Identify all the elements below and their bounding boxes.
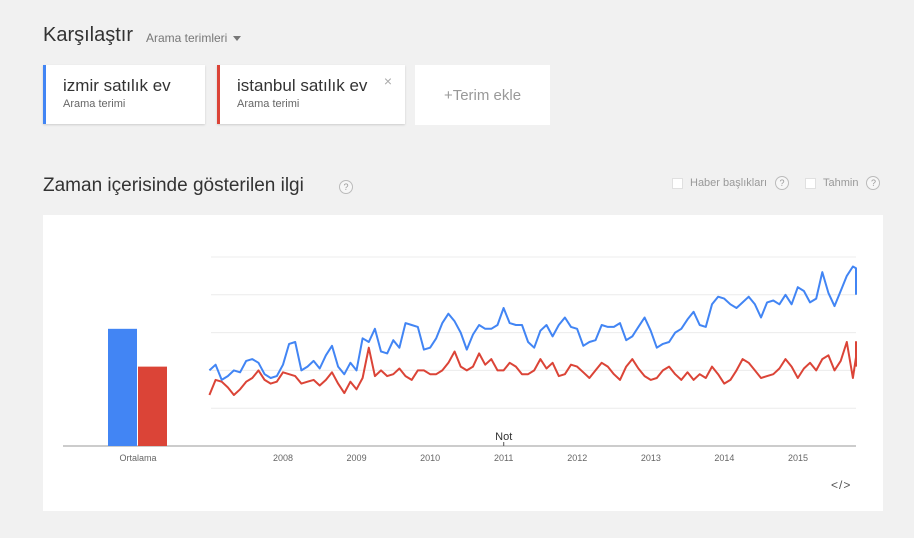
- news-headlines-checkbox[interactable]: [672, 177, 683, 189]
- forecast-label: Tahmin: [823, 177, 859, 189]
- term-name: istanbul satılık ev: [237, 76, 368, 95]
- interest-over-time-title: Zaman içerisinde gösterilen ilgi: [43, 175, 304, 196]
- x-tick-label: 2015: [788, 453, 808, 463]
- series-line: [208, 265, 857, 381]
- compare-title: Karşılaştır: [43, 24, 134, 46]
- x-tick-label: 2014: [714, 453, 734, 463]
- term-color-bar: [43, 65, 46, 124]
- close-icon[interactable]: ×: [383, 73, 392, 89]
- average-bar: [138, 366, 167, 446]
- search-terms-dropdown-label: Arama terimleri: [146, 31, 228, 45]
- add-term-button[interactable]: +Terim ekle: [415, 65, 550, 125]
- chart-panel: Ortalama 2008 2009 2010 2011 2012 2013 2014 2015…: [43, 215, 883, 511]
- news-headlines-option[interactable]: Haber başlıkları ?: [672, 176, 790, 190]
- series-line: [208, 341, 857, 396]
- x-tick-label: 2008: [273, 453, 293, 463]
- x-tick-label: 2010: [420, 453, 440, 463]
- average-label: Ortalama: [119, 453, 156, 463]
- term-card-istanbul[interactable]: istanbul satılık ev Arama terimi ×: [217, 65, 405, 124]
- term-color-bar: [217, 65, 220, 124]
- forecast-checkbox[interactable]: [805, 177, 816, 189]
- x-tick-label: 2009: [347, 453, 367, 463]
- term-card-izmir[interactable]: izmir satılık ev Arama terimi: [43, 65, 205, 124]
- term-name: izmir satılık ev: [63, 76, 171, 95]
- average-bar: [108, 328, 137, 446]
- x-tick-label: 2011: [494, 453, 513, 463]
- help-icon[interactable]: ?: [866, 176, 881, 190]
- interest-chart: Ortalama 2008 2009 2010 2011 2012 2013 2014 2015…: [63, 256, 857, 463]
- search-terms-dropdown[interactable]: Arama terimleri: [146, 31, 242, 45]
- embed-code-icon[interactable]: </>: [831, 478, 852, 492]
- news-headlines-label: Haber başlıkları: [690, 177, 768, 189]
- chevron-down-icon: [233, 36, 242, 41]
- note-label: Not: [495, 431, 512, 443]
- forecast-option[interactable]: Tahmin ?: [805, 176, 881, 190]
- help-icon[interactable]: ?: [775, 176, 790, 190]
- help-icon[interactable]: ?: [339, 180, 353, 194]
- x-tick-label: 2013: [641, 453, 661, 463]
- term-subtitle: Arama terimi: [63, 98, 126, 110]
- term-subtitle: Arama terimi: [237, 98, 300, 110]
- x-tick-label: 2012: [567, 453, 587, 463]
